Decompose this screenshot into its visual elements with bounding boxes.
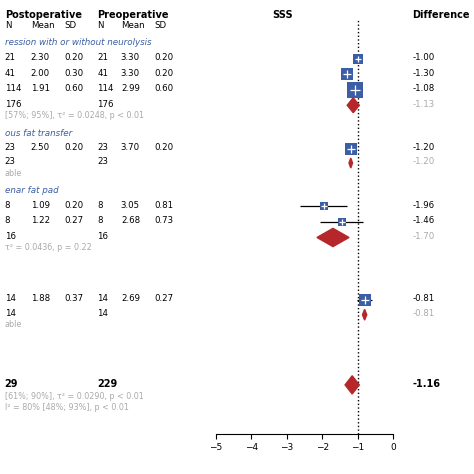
Text: 2.50: 2.50 [31, 143, 50, 152]
Text: 2.00: 2.00 [31, 69, 50, 78]
Text: -1.20: -1.20 [412, 157, 435, 166]
Text: 3.30: 3.30 [121, 69, 140, 78]
Text: SD: SD [64, 21, 76, 30]
Text: 1.09: 1.09 [31, 201, 50, 210]
Text: ous fat transfer: ous fat transfer [5, 129, 72, 138]
Text: 0.60: 0.60 [154, 84, 173, 93]
Text: 2.30: 2.30 [31, 53, 50, 62]
Text: 176: 176 [97, 100, 114, 109]
Text: 0.27: 0.27 [64, 216, 83, 225]
Text: 16: 16 [97, 232, 108, 241]
Text: 23: 23 [97, 157, 108, 166]
Text: 8: 8 [5, 201, 10, 210]
Text: 16: 16 [5, 232, 16, 241]
Text: 14: 14 [97, 294, 108, 303]
Text: 8: 8 [5, 216, 10, 225]
Polygon shape [349, 158, 353, 168]
Text: 23: 23 [5, 157, 16, 166]
Text: 3.05: 3.05 [121, 201, 140, 210]
Polygon shape [317, 228, 349, 246]
Polygon shape [345, 376, 359, 394]
Text: 14: 14 [5, 294, 16, 303]
Text: 0.20: 0.20 [64, 53, 83, 62]
Text: 0.20: 0.20 [154, 143, 173, 152]
Text: 2.69: 2.69 [121, 294, 140, 303]
Text: [61%; 90%], τ² = 0.0290, p < 0.01: [61%; 90%], τ² = 0.0290, p < 0.01 [5, 392, 144, 401]
Text: 0.60: 0.60 [64, 84, 83, 93]
Text: -1.13: -1.13 [412, 100, 435, 109]
Text: 3.30: 3.30 [121, 53, 140, 62]
Text: 0.27: 0.27 [154, 294, 173, 303]
Text: -1.20: -1.20 [412, 143, 435, 152]
Text: 21: 21 [5, 53, 16, 62]
Text: 2.99: 2.99 [121, 84, 140, 93]
Text: 14: 14 [5, 309, 16, 318]
Text: 41: 41 [5, 69, 16, 78]
Polygon shape [363, 310, 367, 320]
Text: 229: 229 [97, 379, 118, 389]
Text: N: N [5, 21, 11, 30]
Text: -1.00: -1.00 [412, 53, 435, 62]
Text: able: able [5, 320, 22, 329]
Text: 0.20: 0.20 [64, 201, 83, 210]
Text: 1.22: 1.22 [31, 216, 50, 225]
Text: Mean: Mean [121, 21, 145, 30]
Text: 0.20: 0.20 [154, 69, 173, 78]
Text: SD: SD [154, 21, 166, 30]
Text: -1.30: -1.30 [412, 69, 435, 78]
Text: 23: 23 [97, 143, 108, 152]
Text: -0.81: -0.81 [412, 309, 435, 318]
Text: 3.70: 3.70 [121, 143, 140, 152]
Text: 0.81: 0.81 [154, 201, 173, 210]
Text: 114: 114 [5, 84, 21, 93]
Text: 41: 41 [97, 69, 108, 78]
Text: ression with or without neurolysis: ression with or without neurolysis [5, 38, 151, 47]
Text: enar fat pad: enar fat pad [5, 186, 58, 195]
Text: -1.46: -1.46 [412, 216, 435, 225]
Text: 8: 8 [97, 216, 103, 225]
Text: -0.81: -0.81 [412, 294, 435, 303]
Text: able: able [5, 169, 22, 178]
Text: -1.96: -1.96 [412, 201, 435, 210]
Polygon shape [347, 98, 359, 113]
Text: 0.37: 0.37 [64, 294, 83, 303]
Text: 2.68: 2.68 [121, 216, 140, 225]
Text: -1.70: -1.70 [412, 232, 435, 241]
Text: 0.20: 0.20 [154, 53, 173, 62]
Text: -1.08: -1.08 [412, 84, 435, 93]
Text: 176: 176 [5, 100, 21, 109]
Text: 114: 114 [97, 84, 114, 93]
Text: Difference: Difference [412, 10, 470, 20]
Text: 0.73: 0.73 [154, 216, 173, 225]
Text: I² = 80% [48%; 93%], p < 0.01: I² = 80% [48%; 93%], p < 0.01 [5, 403, 128, 412]
Text: N: N [97, 21, 104, 30]
Text: 0.20: 0.20 [64, 143, 83, 152]
Text: Preoperative: Preoperative [97, 10, 169, 20]
Text: 14: 14 [97, 309, 108, 318]
Text: 29: 29 [5, 379, 18, 389]
Text: 0.30: 0.30 [64, 69, 83, 78]
Text: τ² = 0.0436, p = 0.22: τ² = 0.0436, p = 0.22 [5, 243, 91, 252]
Text: -1.16: -1.16 [412, 379, 440, 389]
Text: Mean: Mean [31, 21, 55, 30]
Text: 21: 21 [97, 53, 108, 62]
Text: 1.88: 1.88 [31, 294, 50, 303]
Text: 1.91: 1.91 [31, 84, 50, 93]
Text: [57%; 95%], τ² = 0.0248, p < 0.01: [57%; 95%], τ² = 0.0248, p < 0.01 [5, 111, 144, 120]
Text: 23: 23 [5, 143, 16, 152]
Text: SSS: SSS [273, 10, 293, 20]
Text: 8: 8 [97, 201, 103, 210]
Text: Postoperative: Postoperative [5, 10, 82, 20]
